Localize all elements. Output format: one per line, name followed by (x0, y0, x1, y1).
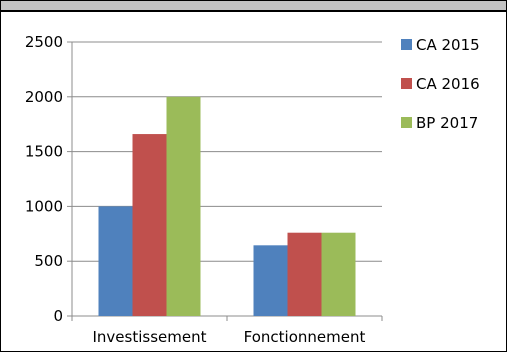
chart-axes: 0 500 1000 1500 2000 2500 Investissement Foncti… (25, 33, 383, 346)
y-tick-label: 2500 (25, 33, 63, 51)
bar (253, 245, 288, 316)
y-tick-label: 1000 (25, 197, 63, 215)
bar (132, 134, 167, 316)
legend-label: CA 2016 (416, 75, 480, 93)
bar (166, 96, 201, 316)
y-tick-label: 0 (53, 307, 63, 325)
legend-swatch (401, 39, 412, 50)
chart-title-bar (1, 1, 506, 10)
title-divider (1, 10, 506, 12)
legend-label: BP 2017 (416, 114, 478, 132)
bar-series (98, 96, 356, 316)
legend-swatch (401, 78, 412, 89)
x-tick-label: Investissement (93, 328, 207, 346)
legend-swatch (401, 117, 412, 128)
bar (98, 206, 133, 316)
y-tick-label: 2000 (25, 88, 63, 106)
y-tick-label: 1500 (25, 143, 63, 161)
y-tick-label: 500 (34, 252, 63, 270)
legend-label: CA 2015 (416, 36, 480, 54)
x-tick-label: Fonctionnement (244, 328, 366, 346)
chart-legend: CA 2015 CA 2016 BP 2017 (401, 36, 480, 132)
bar (321, 232, 356, 316)
bar (287, 232, 322, 316)
